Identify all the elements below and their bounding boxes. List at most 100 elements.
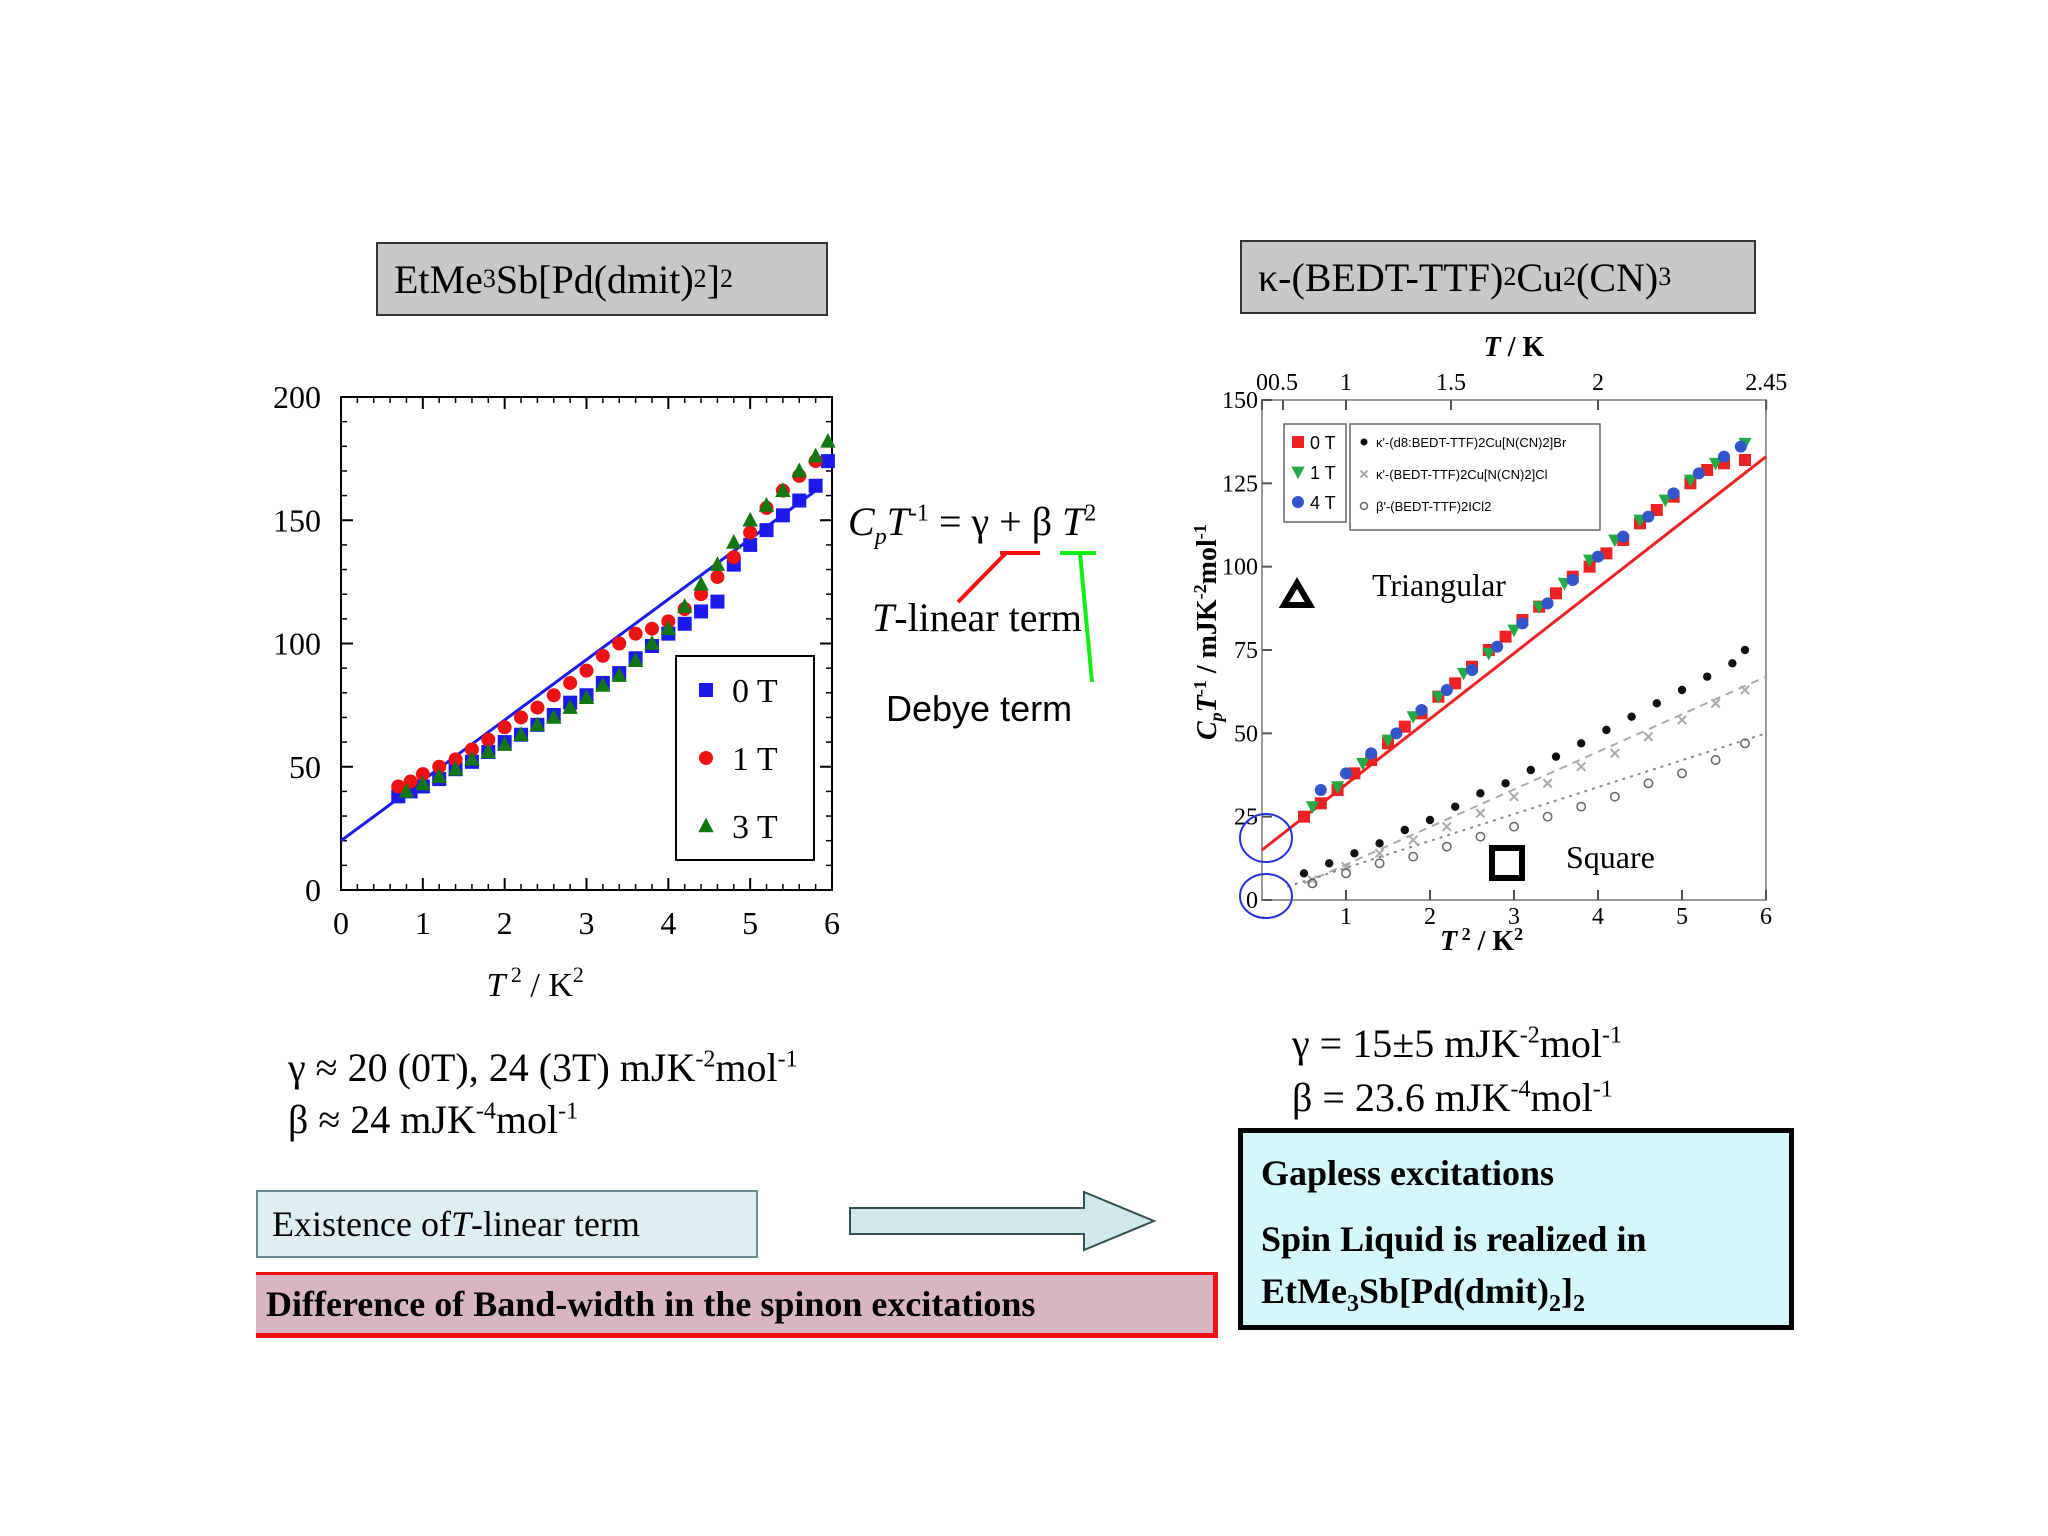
right-compound-title: κ-(BEDT-TTF) 2 Cu 2 (CN) 3	[1240, 240, 1756, 314]
data-point	[1431, 691, 1445, 704]
data-point	[1551, 752, 1561, 761]
data-point	[628, 626, 643, 641]
x-tick-label: 3	[1508, 904, 1520, 930]
data-point	[1449, 677, 1462, 690]
data-point	[1305, 801, 1319, 814]
band-width-difference-box: Difference of Band-width in the spinon e…	[256, 1272, 1218, 1338]
y-axis-label: CpT-1 / mJK-2mol-1	[1190, 524, 1226, 740]
data-point	[391, 779, 406, 794]
data-point	[1526, 765, 1536, 775]
data-point	[1408, 851, 1419, 862]
data-point	[529, 716, 546, 732]
data-point	[1609, 791, 1620, 802]
data-point	[758, 497, 775, 512]
data-point	[726, 550, 741, 565]
data-point	[1677, 768, 1687, 779]
data-point	[1374, 848, 1385, 859]
data-point	[1475, 808, 1486, 819]
data-point	[513, 726, 529, 742]
data-point	[480, 743, 496, 759]
x-tick-label: 1	[1340, 904, 1352, 930]
data-point	[1307, 878, 1318, 889]
data-point	[1398, 720, 1411, 733]
data-point	[562, 699, 578, 714]
data-point	[1406, 711, 1420, 724]
data-point	[1408, 835, 1419, 845]
fit-line	[1261, 455, 1767, 852]
data-point	[1507, 624, 1521, 638]
data-point	[398, 783, 415, 798]
data-point	[1425, 815, 1435, 825]
data-point	[820, 432, 836, 448]
data-point	[1499, 630, 1512, 643]
data-point	[1441, 821, 1452, 832]
data-point	[1307, 875, 1318, 885]
data-point	[1509, 821, 1519, 832]
legend-marker	[699, 751, 713, 765]
data-point	[1541, 597, 1554, 610]
x-axis-label: T 2 / K2	[487, 962, 584, 1004]
data-point	[1441, 841, 1452, 852]
data-point	[1709, 457, 1723, 471]
data-point	[807, 447, 824, 463]
data-point	[415, 767, 430, 782]
data-point	[530, 700, 545, 715]
data-point	[1298, 810, 1310, 823]
legend-marker	[1292, 436, 1304, 448]
top-tick-label: 1	[1340, 370, 1352, 396]
x-tick-label: 5	[742, 905, 758, 941]
gapless-line: Gapless excitations	[1261, 1153, 1554, 1193]
data-point	[1314, 784, 1327, 796]
legend-label: 0 T	[732, 673, 778, 710]
cl-fit-line	[1303, 675, 1767, 885]
gamma-highlight-circle	[1239, 813, 1293, 863]
data-point	[595, 648, 610, 663]
data-point	[1609, 748, 1620, 759]
data-point	[1350, 849, 1359, 858]
data-point	[1542, 811, 1553, 822]
x-tick-label: 2	[497, 905, 513, 941]
data-point	[1476, 789, 1485, 798]
legend-marker	[1359, 469, 1369, 479]
data-point	[1491, 640, 1504, 653]
data-point	[1576, 761, 1587, 772]
data-point	[464, 742, 479, 757]
data-point	[1710, 755, 1721, 765]
data-point	[644, 621, 659, 636]
top-tick-label: 1.5	[1436, 370, 1466, 396]
data-point	[1542, 778, 1553, 789]
data-point	[1577, 739, 1586, 748]
square-label: Square	[1566, 839, 1655, 875]
data-point	[578, 689, 595, 705]
data-point	[1677, 685, 1687, 695]
left-gamma-value: γ ≈ 20 (0T), 24 (3T) mJK-2mol-1	[288, 1045, 798, 1090]
data-point	[1375, 839, 1384, 848]
data-point	[1340, 767, 1352, 780]
data-point	[1509, 791, 1519, 802]
data-point	[1356, 757, 1370, 771]
y-tick-label: 150	[1222, 388, 1258, 414]
data-point	[1314, 797, 1327, 810]
data-point	[481, 732, 496, 747]
data-point	[1400, 825, 1410, 835]
zero-highlight-circle	[1239, 873, 1293, 919]
y-tick-label: 200	[273, 379, 321, 415]
legend-marker	[1292, 496, 1304, 508]
data-point	[709, 556, 726, 571]
data-point	[1466, 664, 1478, 676]
data-point	[1718, 450, 1730, 463]
x-tick-label: 4	[660, 905, 676, 941]
y-tick-label: 0	[305, 872, 321, 908]
data-point	[1550, 587, 1562, 600]
data-point	[1739, 454, 1751, 466]
data-point	[1627, 712, 1636, 721]
left-beta-value: β ≈ 24 mJK-4mol-1	[288, 1097, 579, 1142]
data-point	[759, 523, 774, 538]
data-point	[1602, 725, 1611, 735]
data-point	[1381, 734, 1395, 748]
legend-marker	[1360, 438, 1368, 446]
data-point	[1740, 645, 1750, 655]
data-point	[1501, 779, 1510, 788]
